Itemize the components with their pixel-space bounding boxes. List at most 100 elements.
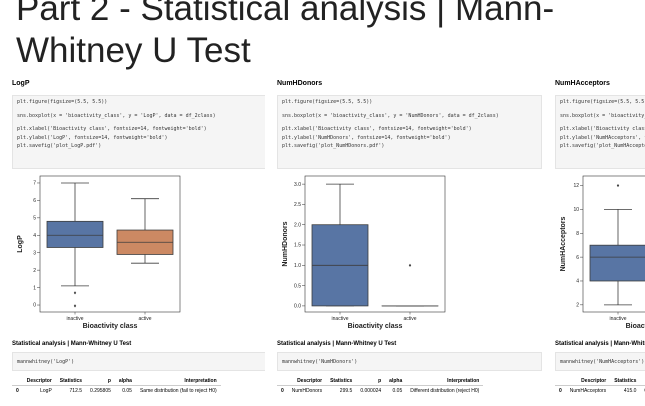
code-cell: plt.figure(figsize=(5.5, 5.5)) sns.boxplo…	[12, 95, 265, 169]
box	[589, 244, 645, 282]
y-tick-label: 7	[33, 181, 36, 187]
box	[46, 220, 104, 248]
header-cell	[277, 377, 288, 386]
table-cell: 712.5	[69, 388, 83, 394]
x-tick-label: active	[403, 316, 416, 322]
code-cell: mannwhitney('NumHAcceptors')	[555, 352, 645, 371]
table-cell: 299.5	[339, 388, 353, 394]
y-tick-label: 4	[33, 233, 36, 239]
code-line: mannwhitney('NumHDonors')	[282, 359, 358, 365]
code-line: plt.xlabel('Bioactivity class', fontsize…	[17, 126, 207, 132]
y-tick-label: 2	[33, 268, 36, 274]
panel-heading: LogP	[12, 80, 30, 87]
x-tick-label: inactive	[67, 316, 84, 322]
boxplot: 0.0 0.5 1.0 1.5 2.0 2.5 3.0 inactive activeBioac…	[282, 175, 446, 330]
code-line: sns.boxplot(x = 'bioactivity_class', y =…	[17, 112, 216, 119]
y-tick-label: 3.0	[294, 182, 301, 188]
code-line: sns.boxplot(x = 'bioactivity_class', y =…	[560, 112, 645, 119]
code-line: plt.figure(figsize=(5.5, 5.5))	[17, 99, 108, 105]
header-cell: Descriptor	[287, 377, 327, 386]
x-tick-label: inactive	[610, 316, 627, 322]
header-cell	[12, 377, 23, 386]
header-cell: alpha	[114, 377, 136, 386]
code-line: plt.savefig('plot_LogP.pdf')	[17, 143, 102, 149]
table-row: 0 NumHDonors 299.5 0.000024 0.05 Different di…	[277, 386, 483, 397]
code-line: plt.ylabel('NumHAcceptors', fontsize=14,…	[560, 134, 645, 141]
flier	[73, 304, 77, 308]
y-tick-label: 10	[573, 207, 579, 213]
table-cell: LogP	[40, 388, 52, 394]
code-cell: mannwhitney('LogP')	[12, 352, 265, 371]
code-line: plt.xlabel('Bioactivity class', fontsize…	[560, 126, 645, 132]
code-line: sns.boxplot(x = 'bioactivity_class', y =…	[282, 112, 499, 119]
y-tick-label: 6	[33, 198, 36, 204]
y-tick-label: 5	[33, 216, 36, 222]
slide-title: Part 2 - Statistical analysis | Mann-Whi…	[16, 0, 555, 70]
header-cell: alpha	[385, 377, 407, 386]
panel: NumHAcceptors plt.figure(figsize=(5.5, 5.…	[553, 0, 645, 406]
table-cell: 0.05	[392, 388, 403, 394]
y-tick-label: 12	[573, 183, 579, 189]
panel: NumHDonors plt.figure(figsize=(5.5, 5.5))…	[275, 0, 550, 406]
x-tick-label: inactive	[332, 316, 349, 322]
y-tick-label: 1	[33, 285, 36, 291]
code-line: plt.ylabel('NumHDonors', fontsize=14, fo…	[282, 134, 451, 141]
header-cell: p	[356, 377, 386, 386]
table-cell: NumHDonors	[291, 388, 323, 394]
table-cell: 0.05	[122, 388, 132, 394]
y-tick-label: 8	[576, 231, 579, 237]
header-cell: p	[86, 377, 115, 386]
y-tick-label: 0.5	[294, 283, 301, 289]
header-cell: Interpretation	[135, 377, 221, 386]
y-tick-label: 1.0	[294, 263, 301, 269]
table-cell: Different distribution (reject H0)	[410, 388, 480, 394]
x-axis-label: Bioactivity class	[83, 323, 138, 330]
header-cell: Interpretation	[406, 377, 484, 386]
stats-heading: Statistical analysis | Mann-Whitney U Te…	[12, 341, 132, 347]
flier	[616, 183, 620, 188]
y-tick-label: 0.0	[294, 304, 301, 310]
y-tick-label: 2.5	[294, 202, 301, 208]
y-axis-label: LogP	[17, 235, 24, 253]
code-line: plt.ylabel('LogP', fontsize=14, fontweig…	[17, 134, 168, 141]
header-cell: Descriptor	[22, 377, 56, 386]
y-tick-label: 1.5	[294, 243, 301, 249]
y-tick-label: 0	[33, 303, 36, 309]
flier	[408, 263, 412, 267]
header-cell: Statistics	[326, 377, 357, 386]
stats-heading: Statistical analysis | Mann-Whitney U Te…	[277, 341, 397, 347]
code-line: plt.savefig('plot_NumHDonors.pdf')	[282, 143, 385, 149]
y-tick-label: 2	[576, 303, 579, 309]
code-line: mannwhitney('NumHAcceptors')	[560, 359, 645, 365]
code-line: plt.figure(figsize=(5.5, 5.5))	[560, 99, 645, 105]
plot-frame	[582, 175, 645, 313]
table-cell: 0.295805	[90, 388, 111, 394]
table-cell: 415.0	[623, 388, 637, 394]
stats-heading: Statistical analysis | Mann-Whitney U Te…	[555, 341, 645, 347]
header-cell	[555, 377, 566, 386]
flier	[73, 291, 77, 295]
table-cell: Same distribution (fail to reject H0)	[139, 388, 217, 394]
table-cell: NumHAcceptors	[569, 388, 607, 394]
header-cell: Statistics	[55, 377, 87, 386]
x-axis-label: Bioactivity class	[348, 323, 403, 330]
code-line: mannwhitney('LogP')	[17, 359, 75, 365]
table-cell: 0	[16, 388, 19, 394]
x-axis-label: Bioactivity class	[626, 323, 645, 330]
code-cell: plt.figure(figsize=(5.5, 5.5)) sns.boxplo…	[277, 95, 542, 169]
table-row: 0 LogP 712.5 0.295805 0.05 Same distribution …	[12, 386, 221, 397]
y-tick-label: 2.0	[294, 222, 301, 228]
result-table: DescriptorStatisticspalphaInterpretation…	[555, 377, 645, 396]
code-line: plt.savefig('plot_NumHAcceptors.pdf')	[560, 143, 645, 149]
code-cell: plt.figure(figsize=(5.5, 5.5)) sns.boxplo…	[555, 95, 645, 169]
y-tick-label: 4	[576, 279, 579, 285]
y-tick-label: 6	[576, 255, 579, 261]
header-cell: Statistics	[610, 377, 641, 386]
table-cell: 0.000000	[640, 386, 645, 397]
